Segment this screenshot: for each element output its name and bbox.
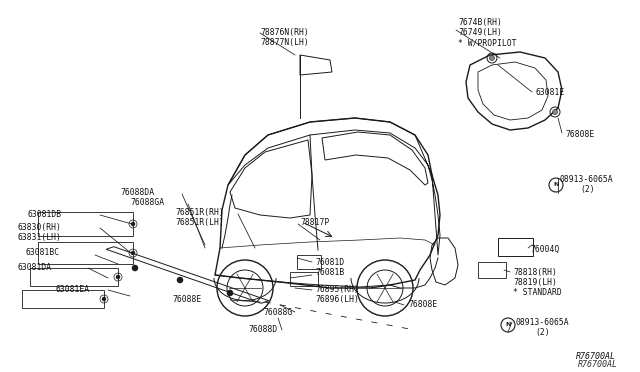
Text: 76808E: 76808E [408, 300, 437, 309]
Circle shape [177, 277, 183, 283]
Text: 63831(LH): 63831(LH) [18, 233, 62, 242]
Text: * W/PROPILOT: * W/PROPILOT [458, 38, 516, 47]
Text: 08913-6065A: 08913-6065A [560, 175, 614, 184]
Text: 76896(LH): 76896(LH) [315, 295, 359, 304]
Text: 7674B(RH): 7674B(RH) [458, 18, 502, 27]
Text: 76088DA: 76088DA [120, 188, 154, 197]
Text: 78817P: 78817P [300, 218, 329, 227]
Text: R76700AL: R76700AL [578, 360, 618, 369]
Text: 76088E: 76088E [172, 295, 201, 304]
Text: 76808E: 76808E [565, 130, 595, 139]
Circle shape [102, 297, 106, 301]
Text: 76088D: 76088D [248, 325, 277, 334]
Text: 76004Q: 76004Q [530, 245, 559, 254]
Text: 76749(LH): 76749(LH) [458, 28, 502, 37]
Circle shape [227, 290, 233, 296]
Text: 63830(RH): 63830(RH) [18, 223, 62, 232]
Text: 76081B: 76081B [315, 268, 344, 277]
Text: 76081D: 76081D [315, 258, 344, 267]
Text: 63081BC: 63081BC [26, 248, 60, 257]
Text: N: N [554, 183, 559, 187]
Text: 78877N(LH): 78877N(LH) [260, 38, 309, 47]
Text: N: N [506, 323, 511, 327]
Text: 08913-6065A: 08913-6065A [515, 318, 568, 327]
Text: 63081E: 63081E [535, 88, 564, 97]
Circle shape [132, 265, 138, 271]
Text: R76700AL: R76700AL [576, 352, 616, 361]
Text: 63081DA: 63081DA [18, 263, 52, 272]
Text: * STANDARD: * STANDARD [513, 288, 562, 297]
Text: 78819(LH): 78819(LH) [513, 278, 557, 287]
Circle shape [490, 55, 495, 61]
Circle shape [131, 222, 135, 226]
Text: (2): (2) [535, 328, 550, 337]
Text: 76895(RH): 76895(RH) [315, 285, 359, 294]
Text: 78876N(RH): 78876N(RH) [260, 28, 309, 37]
Circle shape [131, 251, 135, 255]
Text: 76088G: 76088G [263, 308, 292, 317]
Text: 76851R(LH): 76851R(LH) [175, 218, 224, 227]
Circle shape [552, 109, 557, 115]
Text: 63081EA: 63081EA [55, 285, 89, 294]
Circle shape [116, 275, 120, 279]
Text: 76088GA: 76088GA [130, 198, 164, 207]
Text: 76851R(RH): 76851R(RH) [175, 208, 224, 217]
Text: 63081DB: 63081DB [28, 210, 62, 219]
Text: 78818(RH): 78818(RH) [513, 268, 557, 277]
Text: (2): (2) [580, 185, 595, 194]
